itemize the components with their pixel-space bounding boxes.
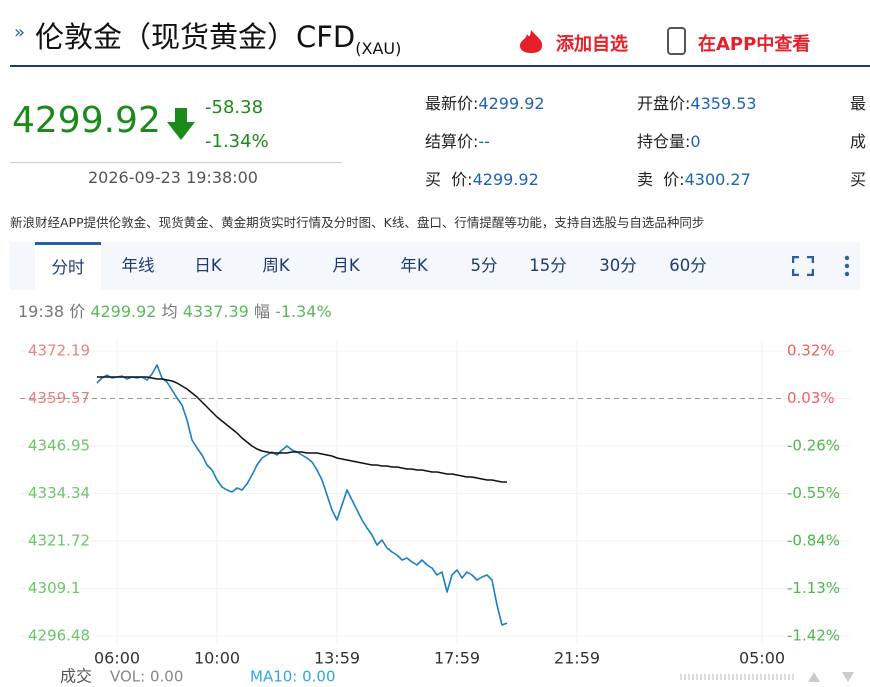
y2-tick-label: -0.55% [787, 484, 840, 502]
down-button[interactable] [842, 672, 854, 682]
price-change-pct: -1.34% [205, 131, 269, 152]
field-value: 4299.92 [472, 170, 539, 189]
tab[interactable]: 年线 [121, 256, 155, 275]
tab-bar: 分时 年线 日K 周K 月K 年K 5分 15分 30分 60分 [10, 242, 860, 290]
last-price: 4299.92 [12, 100, 161, 141]
quote-field: 开盘价:4359.53 [637, 90, 757, 114]
tab[interactable]: 30分 [599, 256, 637, 275]
series-line [97, 376, 507, 483]
field-label: 最 [850, 94, 867, 113]
quote-time: 2026-09-23 19:38:00 [88, 168, 258, 187]
y-tick-label: 4372.19 [28, 342, 90, 360]
y2-tick-label: -1.13% [787, 579, 840, 597]
divider [10, 162, 342, 163]
tab[interactable]: 日K [194, 256, 222, 275]
field-value: 4299.92 [478, 94, 545, 113]
dot [844, 271, 850, 277]
field-label: 成 [850, 132, 867, 151]
dot [844, 255, 850, 261]
tab[interactable]: 5分 [470, 256, 498, 275]
tab[interactable]: 周K [262, 256, 290, 275]
field-label: 开盘价: [637, 94, 691, 113]
phone-icon [667, 27, 686, 55]
volume-label: 成交 [60, 667, 92, 686]
field-value: 4300.27 [684, 170, 751, 189]
x-tick-label: 10:00 [194, 649, 240, 668]
x-tick-label: 13:59 [314, 649, 360, 668]
field-value: 4359.53 [690, 94, 757, 113]
title-sub: (XAU) [355, 38, 402, 58]
more-icon[interactable] [842, 254, 852, 278]
y-tick-label: 4334.34 [28, 484, 90, 502]
field-label: 最新价: [425, 94, 479, 113]
arrow [167, 108, 195, 140]
title-text: 伦敦金（现货黄金）CFD [35, 20, 356, 54]
series-line [96, 364, 508, 626]
price-change: -58.38 [205, 97, 264, 118]
tab[interactable]: 15分 [529, 256, 567, 275]
field-label: 持仓量: [637, 132, 691, 151]
x-tick-label: 17:59 [434, 649, 480, 668]
ma-value: MA10: 0.00 [250, 668, 336, 686]
field-label: 卖 价: [637, 170, 685, 189]
y-tick-label: 4309.1 [28, 579, 81, 597]
x-tick-label: 06:00 [94, 649, 140, 668]
x-tick-label: 21:59 [554, 649, 600, 668]
tab[interactable]: 年K [400, 256, 428, 275]
info-range-label: 幅 [253, 302, 270, 321]
info-avg: 4337.39 [182, 302, 249, 321]
info-avg-label: 均 [161, 302, 178, 321]
quote-field: 最新价:4299.92 [425, 90, 545, 114]
quote-field: 最 [850, 90, 866, 114]
quote-field: 买 价:4299.92 [425, 166, 539, 190]
y-tick-label: 4346.95 [28, 437, 90, 455]
field-value: 0 [690, 132, 701, 151]
field-label: 结算价: [425, 132, 479, 151]
quote-field: 成 [850, 128, 866, 152]
field-label: 买 [850, 170, 867, 189]
tab[interactable]: 月K [332, 256, 360, 275]
dot [844, 263, 850, 269]
phone [667, 27, 686, 55]
quote-field: 结算价:-- [425, 128, 490, 152]
info-price-label: 价 [69, 302, 86, 321]
title-icon: » [14, 22, 26, 43]
header-rule [10, 65, 870, 67]
y-tick-label: 4296.48 [28, 627, 90, 645]
fullscreen [792, 256, 814, 276]
tab[interactable]: 分时 [35, 242, 101, 290]
up-button[interactable] [808, 672, 820, 682]
info-price: 4299.92 [90, 302, 157, 321]
y2-tick-label: -1.42% [787, 627, 840, 645]
info-range: -1.34% [275, 302, 332, 321]
add-watchlist[interactable]: 添加自选 [556, 34, 628, 55]
field-value: -- [478, 132, 490, 151]
tab[interactable]: 60分 [669, 256, 707, 275]
flame [520, 30, 543, 53]
y2-tick-label: 0.32% [787, 342, 835, 360]
fullscreen-icon[interactable] [792, 256, 814, 276]
flame-icon [520, 30, 543, 53]
y-tick-label: 4321.72 [28, 531, 90, 549]
page-title: 伦敦金（现货黄金）CFD(XAU) [35, 14, 401, 58]
x-tick-label: 05:00 [739, 649, 785, 668]
quote-field: 买 [850, 166, 866, 190]
open-app[interactable]: 在APP中查看 [698, 34, 811, 55]
info-line: 19:38 价 4299.92 均 4337.39 幅 -1.34% [18, 298, 332, 322]
down-arrow [167, 108, 195, 140]
quote-field: 卖 价:4300.27 [637, 166, 751, 190]
quote-field: 持仓量:0 [637, 128, 701, 152]
y2-tick-label: -0.84% [787, 532, 840, 550]
field-label: 买 价: [425, 170, 473, 189]
info-time: 19:38 [18, 302, 65, 321]
notice: 新浪财经APP提供伦敦金、现货黄金、黄金期货实时行情及分时图、K线、盘口、行情提… [10, 215, 705, 230]
volume-value: VOL: 0.00 [110, 668, 183, 686]
y2-tick-label: -0.26% [787, 437, 840, 455]
y2-tick-label: 0.03% [787, 389, 835, 407]
